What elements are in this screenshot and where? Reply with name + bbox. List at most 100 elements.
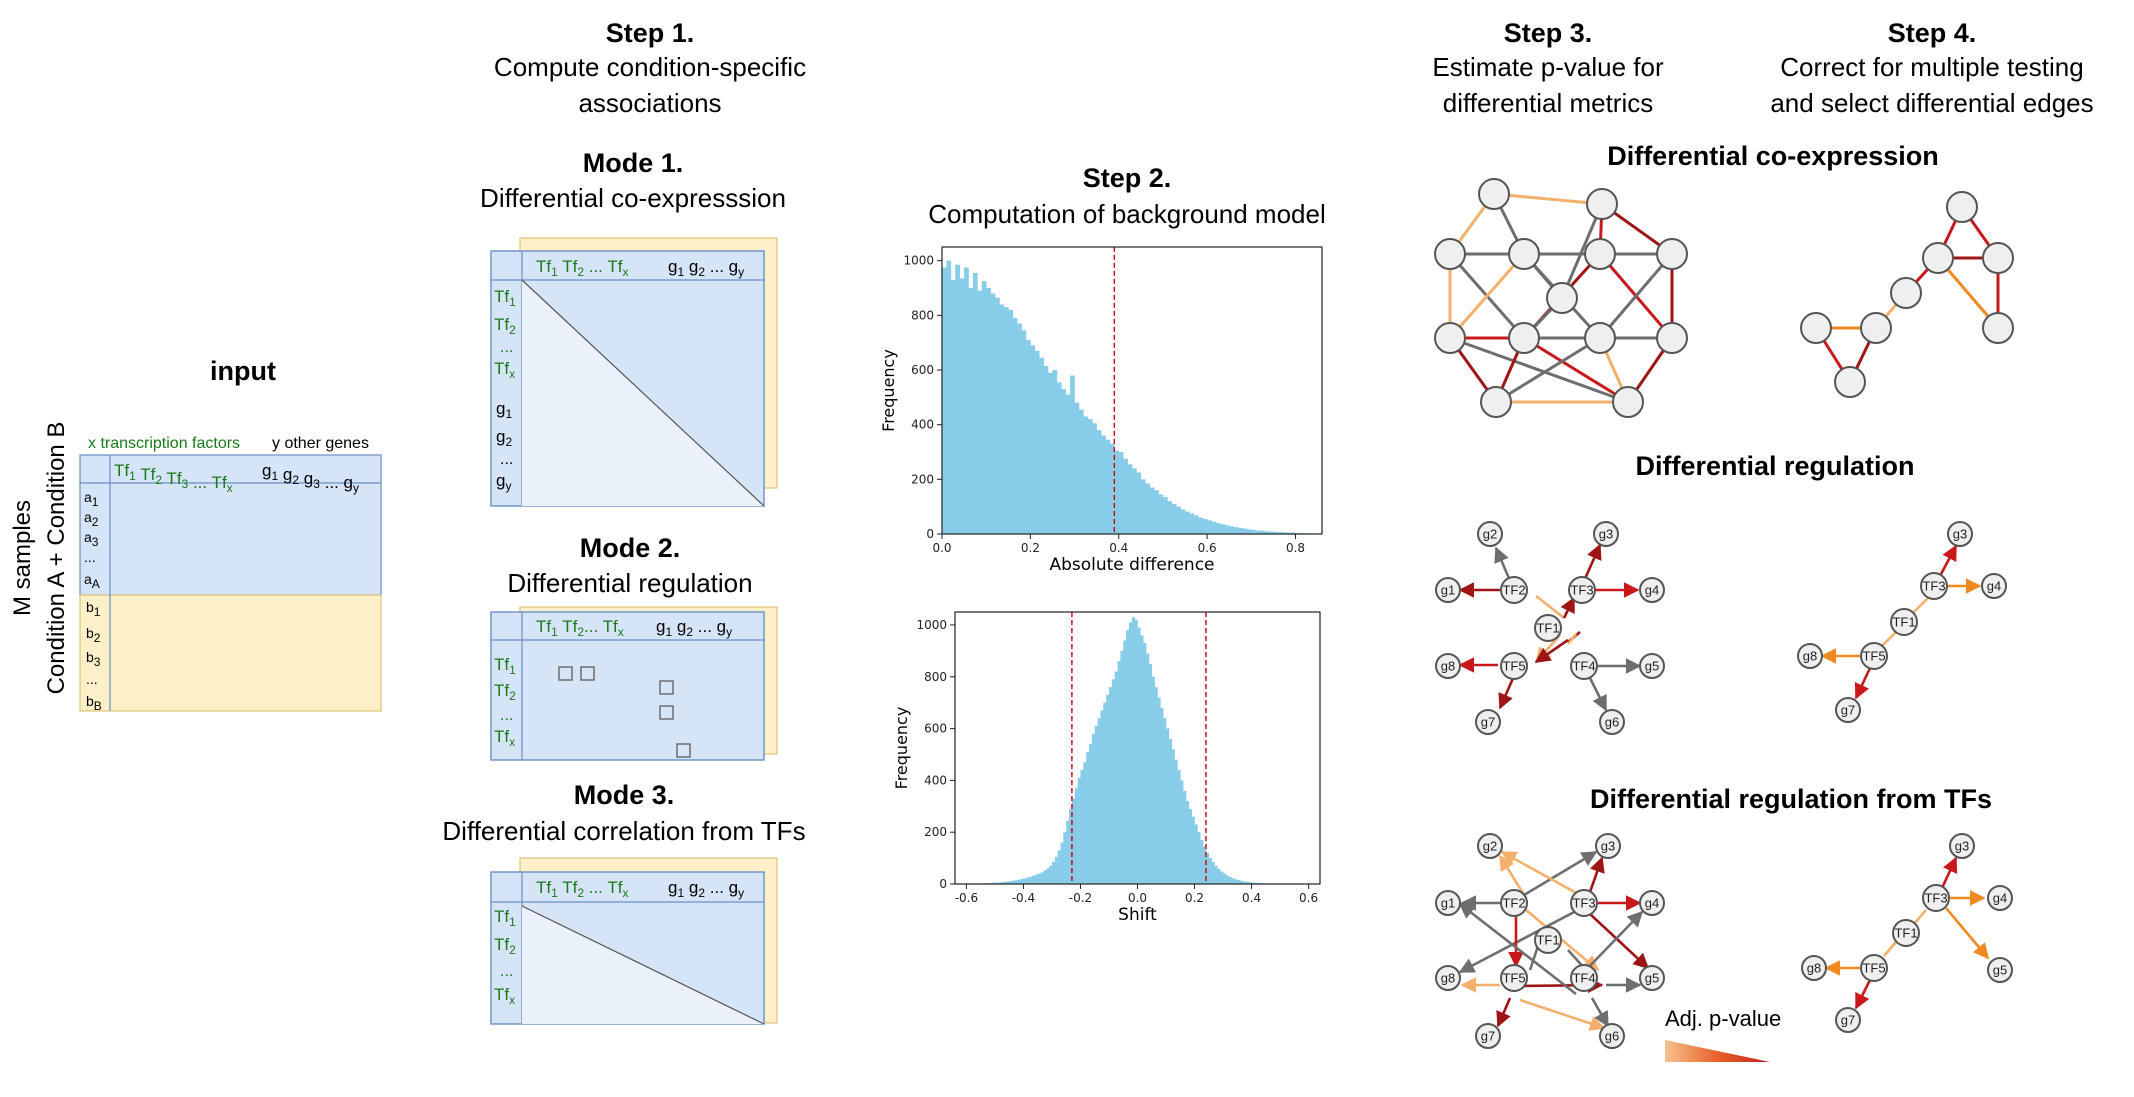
x-tick-label: -0.2 (1069, 891, 1092, 905)
svg-text:g6: g6 (1605, 714, 1619, 729)
svg-text:...: ... (500, 451, 513, 468)
histogram-bar (1234, 879, 1238, 884)
x-tick-label: 0.6 (1198, 541, 1217, 555)
histogram-bar (1143, 643, 1147, 884)
y-tick-label: 200 (911, 472, 934, 486)
step1-title: Step 1. (606, 18, 695, 48)
histogram-bar (1069, 808, 1073, 884)
histogram-bar (1208, 858, 1212, 884)
step4-line2: and select differential edges (1770, 88, 2093, 118)
histogram-bar (1105, 439, 1111, 534)
step4-title: Step 4. (1888, 18, 1977, 48)
mode2-matrix (490, 611, 765, 761)
svg-text:g3: g3 (1953, 526, 1967, 541)
histogram-bar (1202, 518, 1208, 534)
histogram-bar (1056, 382, 1062, 534)
histogram-bar (1193, 515, 1199, 534)
histogram-bar (1106, 694, 1110, 884)
histogram-bar (1171, 749, 1175, 884)
histogram-bar (1108, 687, 1113, 884)
histogram-bar (1157, 697, 1161, 884)
histogram-bar (1189, 513, 1195, 534)
histogram-bar (1123, 640, 1127, 884)
histogram-bar (1286, 532, 1292, 534)
svg-text:g1 g2 ... gy: g1 g2 ... gy (668, 257, 744, 279)
svg-text:g8: g8 (1807, 960, 1821, 975)
histogram-bar (1245, 881, 1250, 884)
row-b-ellipsis: ... (86, 671, 98, 687)
step1-line1: Compute condition-specific (494, 52, 806, 82)
y-tick-label: 600 (924, 722, 947, 736)
x-tick-label: -0.6 (955, 891, 978, 905)
histogram-bar (1238, 527, 1243, 534)
row-b1: b1 (86, 599, 101, 619)
histogram-bar (1030, 345, 1036, 534)
svg-text:TF1: TF1 (1894, 925, 1917, 940)
x-tick-label: 0.2 (1185, 891, 1204, 905)
histogram-bar (942, 267, 947, 534)
regulation-nodes-full: g2 g3 g1 TF2 TF3 g4 TF1 g8 TF5 TF4 g5 g7… (1435, 521, 1665, 735)
mode3-title: Mode 3. (574, 780, 675, 810)
svg-text:g6: g6 (1605, 1028, 1619, 1043)
histogram-bar (1021, 330, 1027, 534)
step3-title: Step 3. (1504, 18, 1593, 48)
histogram-bar (1009, 881, 1013, 884)
histogram-bar (1034, 350, 1040, 534)
y-tick-label: 800 (924, 670, 947, 684)
y-tick-label: 1000 (903, 254, 934, 268)
histogram-bar (990, 293, 996, 534)
histogram-bar (1097, 718, 1101, 884)
histogram-bar (1254, 882, 1258, 884)
svg-text:g5: g5 (1645, 970, 1659, 985)
histogram-bar (964, 267, 969, 534)
histogram-bar (1248, 882, 1252, 884)
y-tick-label: 200 (924, 825, 947, 839)
histogram-bar (1012, 880, 1016, 884)
svg-text:TF5: TF5 (1502, 970, 1525, 985)
input-rows-a: a1 a2 a3 ... aA (84, 489, 100, 591)
histogram-bar (1160, 707, 1164, 884)
histogram-bar (1162, 497, 1168, 534)
mode1-subtitle: Differential co-expresssion (480, 183, 786, 213)
legend-label: Adj. p-value (1665, 1006, 1781, 1031)
histogram-bar (1083, 762, 1087, 884)
histogram-bar (986, 288, 991, 534)
histogram-bar (1094, 725, 1098, 884)
step2-title: Step 2. (1083, 163, 1172, 193)
histogram-bar (977, 290, 983, 534)
input-title: input (210, 356, 276, 386)
mode2-panel: Mode 2. Differential regulation Tf1 Tf2.… (490, 533, 778, 761)
histogram-bar (968, 288, 974, 534)
histogram-bar (992, 882, 996, 884)
histogram-bar (1198, 517, 1203, 534)
svg-text:TF3: TF3 (1922, 578, 1945, 593)
histogram-bar (1167, 501, 1173, 534)
histogram-bar (1145, 483, 1150, 534)
histogram-bar (1029, 876, 1033, 884)
histogram-bar (1176, 506, 1181, 534)
input-ylabel-1: M samples (9, 500, 36, 616)
histogram-bar (1177, 770, 1181, 884)
svg-text:TF5: TF5 (1862, 648, 1885, 663)
x-axis-label: Absolute difference (1049, 555, 1214, 575)
histogram-bar (1117, 661, 1121, 884)
histogram-bar (1000, 882, 1004, 884)
histogram-bar (1071, 798, 1076, 884)
histogram-bar (1224, 525, 1230, 534)
histogram-bar (1006, 881, 1010, 884)
histogram-bar (1180, 780, 1184, 884)
section-regulation-title: Differential regulation (1635, 451, 1914, 481)
step4-line1: Correct for multiple testing (1780, 52, 2083, 82)
histogram-bar (1291, 532, 1296, 534)
svg-text:TF5: TF5 (1502, 658, 1525, 673)
histogram-bar (1260, 530, 1265, 534)
step2-subtitle: Computation of background model (928, 199, 1325, 229)
histogram-bar (994, 882, 999, 884)
histogram-bar (1191, 816, 1195, 884)
histogram-bar (1114, 671, 1118, 884)
svg-text:g1: g1 (1441, 582, 1455, 597)
svg-text:g5: g5 (1993, 962, 2007, 977)
regulation-nodes-selected: g3 TF3 g4 TF1 TF5 g8 g7 (1797, 521, 2007, 723)
histogram-bar (1251, 529, 1257, 534)
y-axis-label: Frequency (892, 707, 911, 790)
